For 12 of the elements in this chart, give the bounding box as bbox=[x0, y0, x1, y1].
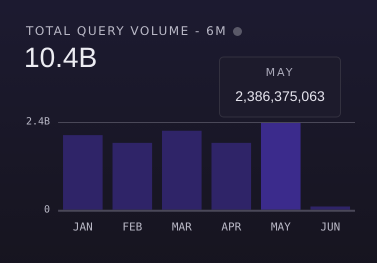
chart-subtitle: 10.4B bbox=[24, 42, 98, 74]
x-tick-label: JUN bbox=[320, 220, 340, 234]
x-tick-label: MAR bbox=[172, 220, 192, 234]
x-tick-label: APR bbox=[221, 220, 242, 234]
x-tick-label: MAY bbox=[270, 220, 292, 234]
text: 2,386,375,063 bbox=[235, 88, 325, 104]
y-tick-label: 2.4B bbox=[26, 116, 50, 128]
x-tick-label: FEB bbox=[122, 220, 143, 234]
y-tick-label: 0 bbox=[44, 204, 50, 216]
chart-title: TOTAL QUERY VOLUME - 6M bbox=[26, 24, 228, 38]
text: MAY bbox=[266, 66, 294, 79]
x-tick-label: JAN bbox=[72, 220, 93, 234]
